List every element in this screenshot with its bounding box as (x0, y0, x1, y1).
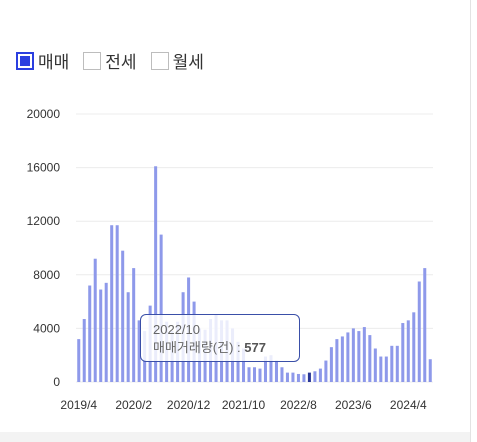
y-tick-label: 12000 (27, 214, 61, 228)
bar[interactable] (384, 356, 388, 382)
bar[interactable] (362, 327, 366, 382)
bar[interactable] (329, 347, 333, 382)
bar[interactable] (247, 367, 251, 382)
bar[interactable] (115, 225, 119, 382)
bar[interactable] (99, 289, 103, 382)
bar[interactable] (121, 250, 125, 382)
bar[interactable] (302, 374, 306, 382)
x-tick-label: 2022/8 (280, 398, 317, 412)
bar[interactable] (417, 281, 421, 383)
bar[interactable] (412, 312, 416, 382)
y-tick-label: 4000 (33, 321, 60, 335)
x-tick-label: 2024/4 (390, 398, 427, 412)
bar[interactable] (335, 339, 339, 382)
bar[interactable] (154, 166, 158, 382)
legend-label-sale: 매매 (38, 53, 70, 72)
x-tick-label: 2021/10 (222, 398, 266, 412)
x-tick-label: 2020/2 (115, 398, 152, 412)
bar[interactable] (104, 282, 108, 382)
bar[interactable] (318, 368, 322, 382)
bar[interactable] (395, 345, 399, 382)
bar[interactable] (313, 371, 317, 382)
tooltip-row: 매매거래량(건) : 577 (153, 339, 287, 357)
bar-chart: 0 4000 8000 12000 16000 20000 2019/4 2020/2 202… (27, 107, 433, 412)
bar[interactable] (159, 234, 163, 382)
bar[interactable] (324, 360, 328, 382)
x-tick-label: 2023/6 (335, 398, 372, 412)
bar[interactable] (357, 331, 361, 382)
tooltip-date: 2022/10 (153, 322, 200, 337)
bar[interactable] (132, 268, 136, 382)
x-tick-label: 2019/4 (60, 398, 97, 412)
tooltip-label: 매매거래량(건) (153, 340, 234, 355)
tooltip: 2022/10 매매거래량(건) : 577 (140, 314, 300, 362)
bar[interactable] (351, 328, 355, 382)
bar[interactable] (258, 368, 262, 382)
bar[interactable] (379, 356, 383, 382)
y-axis-labels: 0 4000 8000 12000 16000 20000 (27, 107, 61, 389)
bar[interactable] (428, 359, 432, 382)
bar[interactable] (401, 323, 405, 382)
bar-highlighted[interactable] (307, 372, 311, 382)
bar[interactable] (373, 348, 377, 383)
y-tick-label: 8000 (33, 268, 60, 282)
bar[interactable] (423, 268, 427, 382)
legend-item-sale[interactable]: 매매 (16, 48, 69, 73)
tooltip-value: 577 (244, 340, 266, 355)
x-axis-labels: 2019/4 2020/2 2020/12 2021/10 2022/8 2023/6 20… (60, 398, 427, 412)
tooltip-separator: : (237, 340, 241, 355)
bar[interactable] (291, 372, 295, 382)
y-tick-label: 0 (53, 375, 60, 389)
bar[interactable] (252, 367, 257, 382)
bar[interactable] (88, 285, 92, 382)
bar[interactable] (93, 258, 97, 382)
bar[interactable] (137, 320, 141, 382)
bar[interactable] (274, 360, 278, 382)
bar[interactable] (368, 335, 372, 382)
bar[interactable] (346, 332, 350, 382)
y-tick-label: 20000 (27, 107, 61, 121)
bar[interactable] (406, 320, 410, 382)
sale-checkbox[interactable] (16, 51, 34, 70)
bar[interactable] (285, 372, 289, 382)
legend-item-jeonse[interactable]: 전세 (83, 48, 137, 73)
bar[interactable] (242, 348, 246, 383)
bottom-divider (0, 432, 470, 442)
bar[interactable] (110, 225, 114, 382)
bar[interactable] (296, 373, 300, 382)
bar[interactable] (340, 336, 344, 382)
bar[interactable] (269, 355, 273, 382)
x-tick-label: 2020/12 (167, 398, 211, 412)
legend-item-monthly-rent[interactable]: 월세 (150, 48, 204, 73)
bar[interactable] (280, 367, 284, 382)
monthly-rent-checkbox[interactable] (150, 51, 169, 70)
y-tick-label: 16000 (27, 161, 61, 175)
bar[interactable] (263, 356, 267, 382)
bar[interactable] (82, 319, 86, 382)
bar[interactable] (390, 345, 394, 382)
legend: 매매 전세 월세 (16, 48, 204, 73)
bar[interactable] (77, 339, 81, 382)
bar[interactable] (126, 292, 130, 382)
jeonse-checkbox[interactable] (83, 51, 102, 70)
legend-label-jeonse: 전세 (105, 53, 137, 72)
legend-label-monthly-rent: 월세 (172, 53, 204, 72)
